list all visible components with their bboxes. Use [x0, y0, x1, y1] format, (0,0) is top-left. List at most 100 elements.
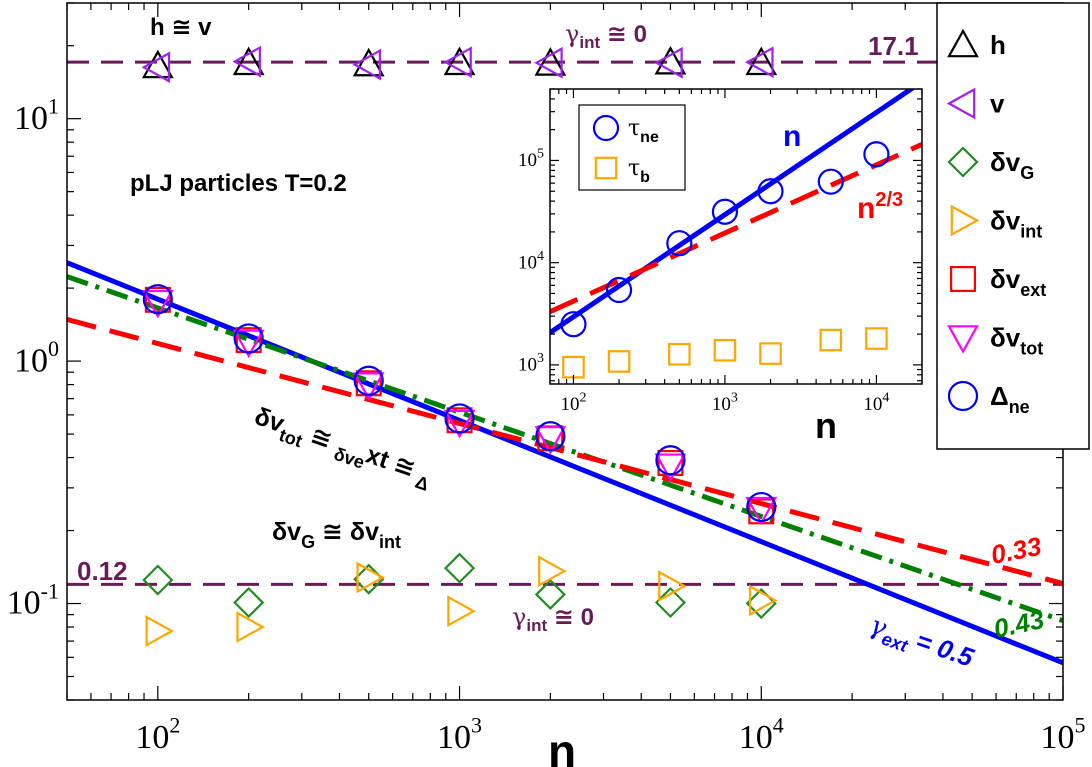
- annotation-dvg-eq: δvG ≅ δvint: [272, 518, 401, 552]
- label-0-12: 0.12: [77, 556, 128, 586]
- legend-marker-δvg: [947, 146, 979, 178]
- inset-label-n23-exp: 2/3: [875, 189, 903, 211]
- y-tick-label: 103: [518, 351, 544, 376]
- legend-label: δvint: [990, 206, 1042, 242]
- y-tick-label: 101: [14, 94, 59, 137]
- inset-legend-label: τb: [628, 156, 650, 186]
- inset-label-n23-base: n: [857, 192, 875, 225]
- legend: hv δvG δvint δvext δvtot Δne: [946, 28, 1046, 417]
- inset-plot-frame: [549, 88, 923, 385]
- x-tick-label: 103: [437, 713, 482, 756]
- point--v-tot: [141, 289, 174, 319]
- point-h: [232, 46, 265, 76]
- point--v-int: [356, 561, 385, 594]
- main-x-label: n: [548, 725, 576, 767]
- legend-label: δvtot: [990, 323, 1043, 359]
- fit-line-slope-0-33: [67, 317, 1063, 586]
- point-v: [443, 46, 472, 79]
- label-17-1: 17.1: [868, 31, 919, 61]
- y-tick-label: 105: [518, 147, 544, 172]
- point--v-int: [145, 615, 175, 647]
- point--v-tot: [232, 329, 265, 359]
- inset-x-label: n: [815, 405, 837, 446]
- legend-marker-δvext: [949, 266, 976, 293]
- legend-label: δvext: [990, 264, 1046, 300]
- point--ne: [560, 311, 587, 338]
- inset-markers: [560, 141, 890, 379]
- point-v: [141, 51, 171, 84]
- inset-legend-label: τne: [628, 116, 659, 146]
- point--v-g: [233, 586, 265, 619]
- point--b: [668, 342, 691, 366]
- legend-box: [936, 2, 1090, 450]
- inset-legend-marker-b: [594, 156, 618, 180]
- point--ne: [353, 365, 384, 396]
- point--ne: [666, 230, 693, 257]
- inset-legend-marker-ne: [592, 114, 620, 142]
- point--v-int: [538, 555, 567, 588]
- point--ne: [233, 323, 264, 354]
- point--v-int: [447, 595, 476, 628]
- point-v: [745, 46, 774, 79]
- point-h: [534, 47, 567, 76]
- legend-label: v: [990, 89, 1005, 119]
- fit-line-slope-0-43: [67, 274, 1063, 624]
- annotation-gamma-int-top: γint ≅ 0: [565, 20, 647, 52]
- main-axis-ticks: 102 103 104 105 10-1 100 101: [7, 2, 1086, 756]
- point--v-int: [658, 570, 687, 602]
- point--b: [759, 342, 782, 365]
- main-fit-lines: [67, 60, 1063, 666]
- point--v-int: [748, 584, 778, 617]
- subtitle: pLJ particles T=0.2: [130, 170, 347, 197]
- point-v: [352, 48, 382, 81]
- point--b: [819, 328, 843, 352]
- annotation-h-eq-v: h ≅ v: [150, 14, 212, 41]
- point--b: [865, 327, 888, 350]
- inset-legend: τne τb: [592, 114, 659, 186]
- legend-label: δvG: [990, 147, 1034, 183]
- point--v-ext: [144, 286, 171, 313]
- legend-marker-δne: [947, 380, 979, 412]
- x-tick-label: 103: [712, 390, 738, 415]
- legend-marker-δvtot: [947, 325, 979, 354]
- x-tick-label: 105: [1041, 713, 1086, 756]
- point--v-tot: [443, 409, 476, 439]
- legend-marker-h: [947, 28, 979, 58]
- point-v: [534, 46, 563, 79]
- point--v-tot: [654, 453, 687, 483]
- point-h: [443, 46, 476, 76]
- point--ne: [817, 168, 844, 195]
- point--ne: [655, 445, 686, 476]
- point--ne: [746, 491, 777, 523]
- point-h: [654, 45, 687, 75]
- point--v-int: [236, 611, 265, 643]
- y-tick-label: 10-1: [7, 578, 59, 621]
- point--v-g: [142, 564, 174, 596]
- legend-label: h: [990, 30, 1006, 60]
- inset-label-n: n: [783, 120, 801, 153]
- y-tick-label: 104: [518, 249, 544, 274]
- point--ne: [444, 403, 475, 434]
- point--b: [713, 338, 737, 362]
- annotation-gamma-int-bottom: γint ≅ 0: [512, 603, 594, 635]
- point-h: [745, 46, 778, 76]
- fit-line-slope-0-5: [67, 260, 1063, 666]
- point-v: [654, 46, 683, 79]
- point--ne: [535, 421, 566, 452]
- x-tick-label: 102: [560, 390, 586, 415]
- point-h: [352, 47, 385, 77]
- point--ne: [142, 284, 173, 315]
- point--ne: [863, 141, 890, 168]
- point--v-tot: [534, 426, 567, 455]
- point--ne: [757, 178, 784, 205]
- legend-marker-v: [946, 87, 976, 120]
- point--ne: [605, 276, 633, 304]
- point--v-g: [443, 552, 476, 584]
- x-tick-label: 104: [739, 713, 784, 756]
- y-tick-label: 100: [14, 336, 59, 379]
- point-v: [232, 45, 261, 78]
- x-tick-label: 102: [135, 713, 180, 756]
- inset-label-n23: n2/3: [857, 189, 903, 225]
- point--ne: [711, 198, 739, 225]
